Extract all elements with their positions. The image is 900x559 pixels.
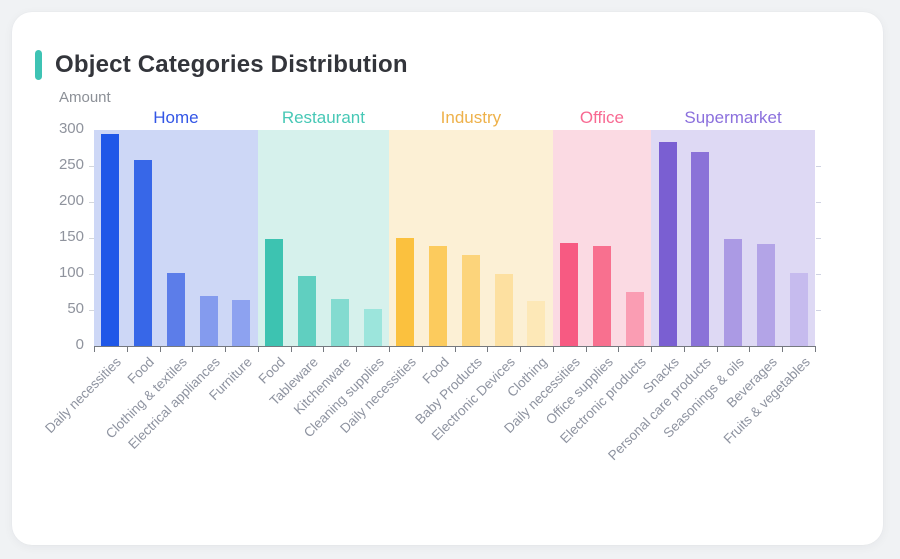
- bar-restaurant-cleaning-supplies[interactable]: [363, 309, 382, 346]
- x-axis-tick: [94, 347, 95, 352]
- group-label-supermarket: Supermarket: [684, 108, 782, 127]
- x-axis-tick: [552, 347, 554, 352]
- y-axis-label: 150: [58, 228, 84, 245]
- bar-supermarket-snacks[interactable]: [658, 142, 677, 346]
- x-axis-tick: [257, 347, 259, 352]
- bar-supermarket-personal-care-products[interactable]: [691, 152, 710, 346]
- bar-office-daily-necessities[interactable]: [560, 243, 579, 346]
- x-axis-tick: [290, 347, 292, 352]
- chart-card: Object Categories Distribution Amount Ho…: [12, 12, 883, 545]
- bar-restaurant-food[interactable]: [265, 239, 284, 346]
- x-axis-tick: [487, 347, 489, 352]
- y-axis-tick-left: [89, 166, 94, 167]
- y-axis-tick-left: [89, 310, 94, 311]
- x-axis-tick: [749, 347, 751, 352]
- y-axis-label: 0: [75, 336, 84, 353]
- x-axis-tick: [683, 347, 685, 352]
- y-axis-tick-right: [816, 238, 821, 239]
- x-axis-tick: [159, 347, 161, 352]
- bar-industry-baby-products[interactable]: [461, 255, 480, 346]
- bar-home-furniture[interactable]: [232, 300, 251, 346]
- bar-supermarket-fruits-vegetables[interactable]: [789, 273, 808, 346]
- y-axis-label: 50: [67, 300, 84, 317]
- y-axis-label: 200: [58, 192, 84, 209]
- x-axis-tick: [225, 347, 227, 352]
- group-label-industry: Industry: [440, 108, 502, 127]
- y-axis-label: 300: [58, 120, 84, 137]
- x-axis-tick: [388, 347, 390, 352]
- x-axis-tick: [323, 347, 325, 352]
- x-axis-tick: [356, 347, 358, 352]
- bar-industry-food[interactable]: [429, 246, 448, 346]
- bar-restaurant-tableware[interactable]: [298, 276, 317, 346]
- bar-restaurant-kitchenware[interactable]: [330, 299, 349, 346]
- y-axis-tick-right: [816, 202, 821, 203]
- y-axis-label: 250: [58, 156, 84, 173]
- bar-supermarket-seasonings-oils[interactable]: [724, 239, 743, 346]
- group-label-home: Home: [153, 108, 199, 127]
- x-axis-tick: [716, 347, 718, 352]
- title-accent-bar: [35, 50, 42, 80]
- x-axis-tick: [520, 347, 522, 352]
- x-axis-tick: [585, 347, 587, 352]
- plot-area: Home Daily necessities Food Clothing & text…: [12, 12, 883, 545]
- y-axis-tick-right: [816, 274, 821, 275]
- bar-home-electrical-appliances[interactable]: [199, 296, 218, 346]
- x-axis-tick: [815, 347, 816, 352]
- x-axis-tick: [618, 347, 620, 352]
- x-axis-tick: [126, 347, 128, 352]
- x-axis-tick: [454, 347, 456, 352]
- title-row: Object Categories Distribution: [35, 48, 408, 82]
- group-label-restaurant: Restaurant: [281, 108, 365, 127]
- bar-home-clothing-textiles[interactable]: [166, 273, 185, 346]
- x-axis-tick: [421, 347, 423, 352]
- chart-title: Object Categories Distribution: [55, 51, 408, 78]
- x-axis-tick: [651, 347, 653, 352]
- x-axis-tick: [192, 347, 194, 352]
- y-axis-tick-right: [816, 166, 821, 167]
- bar-industry-clothing[interactable]: [527, 301, 546, 346]
- bar-industry-daily-necessities[interactable]: [396, 238, 415, 346]
- x-axis-line: [94, 346, 816, 347]
- bar-supermarket-beverages[interactable]: [756, 244, 775, 346]
- bar-industry-electronic-devices[interactable]: [494, 274, 513, 346]
- x-axis-tick: [782, 347, 784, 352]
- y-axis-name: Amount: [59, 89, 111, 106]
- y-axis-tick-left: [89, 238, 94, 239]
- bar-office-office-supplies[interactable]: [592, 246, 611, 346]
- y-axis-label: 100: [58, 264, 84, 281]
- y-axis-tick-left: [89, 202, 94, 203]
- y-axis-tick-right: [816, 310, 821, 311]
- bar-home-food[interactable]: [134, 160, 153, 346]
- group-label-office: Office: [579, 108, 625, 127]
- bar-home-daily-necessities[interactable]: [101, 134, 120, 346]
- y-axis-tick-left: [89, 274, 94, 275]
- bar-office-electronic-products[interactable]: [625, 292, 644, 346]
